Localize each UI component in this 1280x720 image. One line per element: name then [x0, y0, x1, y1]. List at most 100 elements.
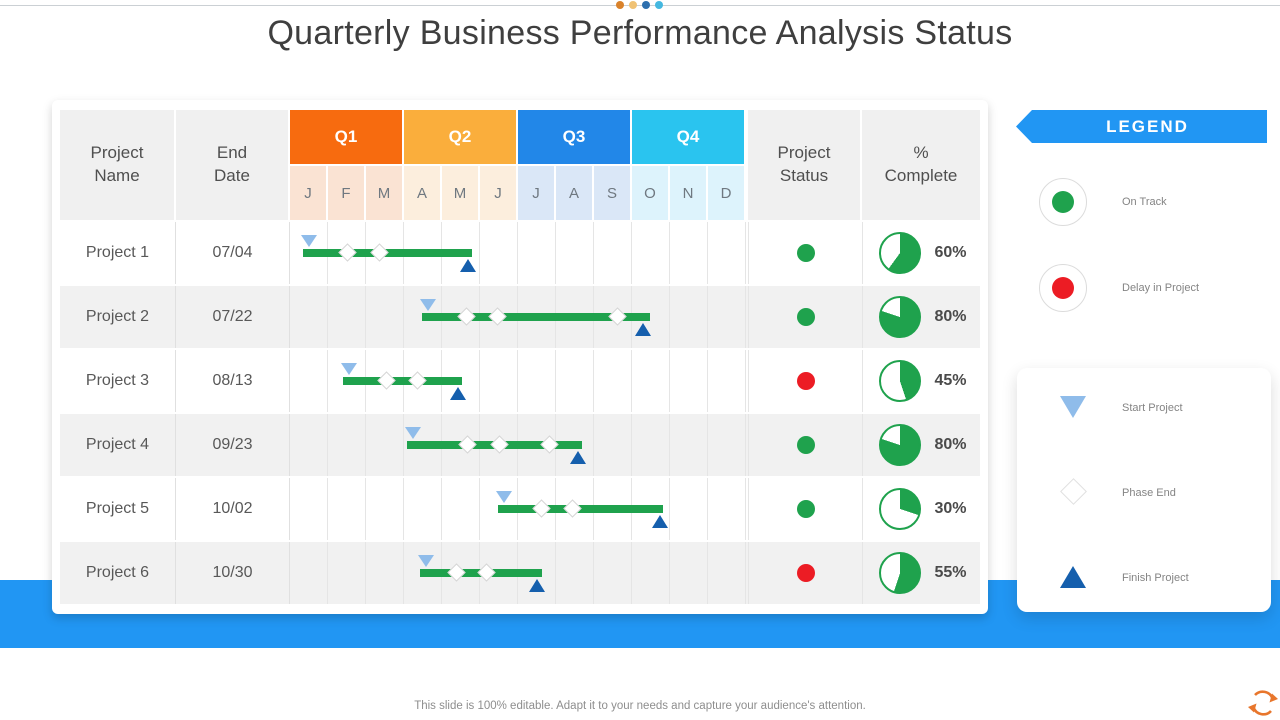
decorative-dot	[629, 1, 637, 9]
month-cell	[366, 286, 404, 348]
column-header-project-status: Project Status	[748, 110, 860, 220]
percent-pie	[879, 552, 921, 594]
percent-complete-cell: 80%	[862, 414, 980, 476]
legend-title-banner: LEGEND	[1016, 110, 1267, 143]
project-status-cell	[748, 542, 862, 604]
end-date-cell: 10/02	[176, 478, 290, 540]
status-dot	[796, 372, 815, 390]
end-date-cell: 09/23	[176, 414, 290, 476]
project-name-cell: Project 3	[60, 350, 176, 412]
month-header: J	[518, 166, 554, 220]
column-header-end-date: End Date	[176, 110, 288, 220]
column-header-project-name: Project Name	[60, 110, 174, 220]
percent-pie	[879, 424, 921, 466]
project-status-cell	[748, 414, 862, 476]
status-dot	[796, 436, 815, 454]
project-status-cell	[748, 286, 862, 348]
quarter-header-q4: Q4	[632, 110, 744, 164]
status-dot	[796, 564, 815, 582]
end-date-cell: 08/13	[176, 350, 290, 412]
percent-pie	[879, 232, 921, 274]
month-cell	[670, 350, 708, 412]
month-cell	[328, 478, 366, 540]
month-cell	[442, 222, 480, 284]
month-cell	[518, 222, 556, 284]
refresh-icon	[1248, 690, 1278, 716]
month-cell	[480, 350, 518, 412]
percent-complete-cell: 55%	[862, 542, 980, 604]
legend-status-dot	[1052, 191, 1074, 213]
legend-marker-label: Phase End	[1122, 487, 1176, 499]
end-date-cell: 10/30	[176, 542, 290, 604]
month-cell	[366, 542, 404, 604]
decorative-dot	[642, 1, 650, 9]
quarter-header-q3: Q3	[518, 110, 630, 164]
month-cell	[366, 414, 404, 476]
finish-project-marker	[635, 323, 652, 336]
project-status-cell	[748, 478, 862, 540]
month-header: M	[442, 166, 478, 220]
month-cell	[556, 350, 594, 412]
end-date-cell: 07/22	[176, 286, 290, 348]
decorative-dot	[655, 1, 663, 9]
month-cell	[328, 286, 366, 348]
month-header: O	[632, 166, 668, 220]
legend-marker-label: Finish Project	[1122, 572, 1189, 584]
percent-complete-cell: 30%	[862, 478, 980, 540]
end-date-cell: 07/04	[176, 222, 290, 284]
legend-status-label: Delay in Project	[1122, 282, 1200, 294]
top-dots	[616, 1, 663, 9]
phase-end-icon	[1060, 478, 1087, 505]
month-cell	[670, 286, 708, 348]
month-cell	[556, 542, 594, 604]
month-header: A	[404, 166, 440, 220]
month-header: J	[480, 166, 516, 220]
column-header-percent-complete: % Complete	[862, 110, 980, 220]
start-project-marker	[404, 427, 421, 439]
month-cell	[290, 286, 328, 348]
percent-label: 45%	[934, 372, 967, 389]
month-cell	[708, 286, 746, 348]
month-header: M	[366, 166, 402, 220]
month-cell	[594, 350, 632, 412]
month-cell	[670, 222, 708, 284]
month-cell	[290, 478, 328, 540]
finish-project-marker	[450, 387, 467, 400]
table-row: Project 5 10/02 30%	[60, 478, 980, 540]
start-project-icon	[1060, 396, 1086, 418]
project-name-cell: Project 2	[60, 286, 176, 348]
start-project-marker	[420, 299, 437, 311]
project-status-cell	[748, 350, 862, 412]
quarter-header-q1: Q1	[290, 110, 402, 164]
month-header: N	[670, 166, 706, 220]
percent-complete-cell: 60%	[862, 222, 980, 284]
percent-pie	[879, 296, 921, 338]
month-cell	[632, 542, 670, 604]
project-name-cell: Project 6	[60, 542, 176, 604]
footer-note: This slide is 100% editable. Adapt it to…	[414, 700, 866, 712]
month-cell	[518, 350, 556, 412]
top-divider	[0, 5, 1280, 6]
month-cell	[708, 222, 746, 284]
month-header: S	[594, 166, 630, 220]
month-cell	[708, 414, 746, 476]
start-project-marker	[496, 491, 513, 503]
month-header: D	[708, 166, 744, 220]
month-cell	[594, 542, 632, 604]
table-row: Project 4 09/23 80%	[60, 414, 980, 476]
table-row: Project 1 07/04 60%	[60, 222, 980, 284]
month-cell	[708, 478, 746, 540]
legend-status-ring	[1039, 178, 1087, 226]
legend-status-dot	[1052, 277, 1074, 299]
month-cell	[366, 478, 404, 540]
legend-marker-label: Start Project	[1122, 402, 1183, 414]
month-cell	[670, 478, 708, 540]
finish-project-marker	[459, 259, 476, 272]
status-dot	[796, 500, 815, 518]
percent-label: 80%	[934, 436, 967, 453]
status-dot	[796, 308, 815, 326]
legend-status-ring	[1039, 264, 1087, 312]
start-project-marker	[301, 235, 318, 247]
project-name-cell: Project 4	[60, 414, 176, 476]
